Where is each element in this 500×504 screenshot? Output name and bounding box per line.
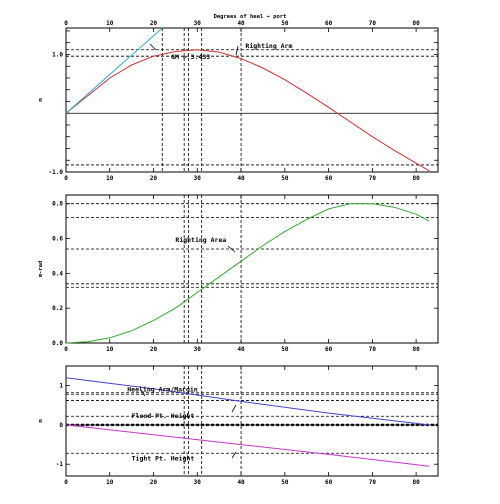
panel-1-xtick-top-label-5: 50 [281, 20, 289, 27]
panel-3-annotation-2: Tight Pt. Height [132, 454, 195, 462]
panel-2-xtick-label-1: 10 [106, 346, 114, 353]
panel-1-series-1-line [65, 27, 163, 114]
panel-3-xtick-label-1: 10 [106, 479, 114, 486]
panel-3-arrow-tight [231, 451, 237, 459]
panel-1-xtick-top-label-2: 20 [150, 20, 158, 27]
panel-3-arrow-flood [231, 404, 237, 413]
panel-1-xtick-label-3: 30 [194, 175, 202, 182]
panel-2-xtick-label-7: 70 [369, 346, 377, 353]
panel-2-arrow-righting-area [227, 245, 236, 253]
panel-1-series-0-line [65, 49, 430, 172]
panel-1-annotation-1: GM = 3.433 [171, 53, 210, 61]
panel-1-annotation-0: Righting Arm [245, 42, 292, 50]
panel-1-xtick-label-8: 80 [413, 175, 421, 182]
x-axis-label: Degrees of heel → port [214, 14, 287, 20]
panel-1-xtick-label-1: 10 [106, 175, 114, 182]
panel-3-xtick-label-4: 40 [237, 479, 245, 486]
panel-3-xtick-label-8: 80 [413, 479, 421, 486]
panel-1-xtick-label-6: 60 [325, 175, 333, 182]
panel-3-xtick-label-5: 50 [281, 479, 289, 486]
panel-3-xtick-label-2: 20 [150, 479, 158, 486]
panel-1-xtick-top-label-3: 30 [194, 20, 202, 27]
panel-2-xtick-label-6: 60 [325, 346, 333, 353]
panel-3-ytick-label-0: -1 [56, 461, 64, 468]
panel-2-frame [65, 194, 439, 344]
panel-1-arrow-gm [149, 43, 157, 51]
panel-3-xtick-label-3: 30 [194, 479, 202, 486]
panel-2-xtick-label-0: 0 [64, 346, 68, 353]
panel-1-arrow-righting-arm [235, 45, 239, 56]
panel-1-xtick-label-7: 70 [369, 175, 377, 182]
panel-2-xtick-label-8: 80 [413, 346, 421, 353]
panel-3-series-1-line [65, 424, 430, 467]
panel-2-xtick-label-4: 40 [237, 346, 245, 353]
panel-1-xtick-top-label-4: 40 [237, 20, 245, 27]
panel-3-xtick-label-6: 60 [325, 479, 333, 486]
panel-2-annotation-0: Righting Area [175, 236, 226, 244]
panel-3-arrow-heeling [140, 389, 146, 397]
panel-2-xtick-label-3: 30 [194, 346, 202, 353]
panel-2-ytick-label-3: 0.6 [52, 236, 63, 243]
panel-1-xtick-label-4: 40 [237, 175, 245, 182]
panel-2-series-0-line [65, 203, 430, 344]
panel-3-annotation-1: Flood Pt. Height [132, 412, 195, 420]
panel-2-ytick-label-1: 0.2 [52, 305, 63, 312]
panel-1-xtick-label-2: 20 [150, 175, 158, 182]
panel-3-ytick-label-1: 0 [59, 422, 63, 429]
panel-3-xtick-label-0: 0 [64, 479, 68, 486]
panel-3-y-axis-label: m [38, 419, 44, 423]
panel-1-y-axis-label: m [38, 98, 44, 102]
panel-2-xtick-label-5: 50 [281, 346, 289, 353]
panel-2-ytick-label-4: 0.8 [52, 201, 63, 208]
panel-1-ytick-label-0: -1.0 [49, 169, 64, 176]
panel-2-ytick-label-0: 0.0 [52, 340, 63, 347]
panel-1-ytick-label-10: 1.0 [52, 51, 63, 58]
panel-1-xtick-top-label-7: 70 [369, 20, 377, 27]
panel-1-xtick-top-label-0: 0 [64, 20, 68, 27]
panel-1-xtick-top-label-6: 60 [325, 20, 333, 27]
panel-1-xtick-label-5: 50 [281, 175, 289, 182]
panel-2-xtick-label-2: 20 [150, 346, 158, 353]
panel-2-y-axis-label: m-rad [38, 261, 44, 278]
panel-1-frame [65, 27, 439, 173]
panel-3-frame [65, 365, 439, 477]
panel-3-series-0-line [65, 377, 430, 426]
panel-3-annotation-0: Heeling Arm/Margin [127, 386, 198, 394]
panel-1-xtick-top-label-1: 10 [106, 20, 114, 27]
panel-1-xtick-label-0: 0 [64, 175, 68, 182]
panel-2-ytick-label-2: 0.4 [52, 270, 63, 277]
panel-3-ytick-label-2: 1 [59, 383, 63, 390]
panel-1-xtick-top-label-8: 80 [413, 20, 421, 27]
panel-3-xtick-label-7: 70 [369, 479, 377, 486]
